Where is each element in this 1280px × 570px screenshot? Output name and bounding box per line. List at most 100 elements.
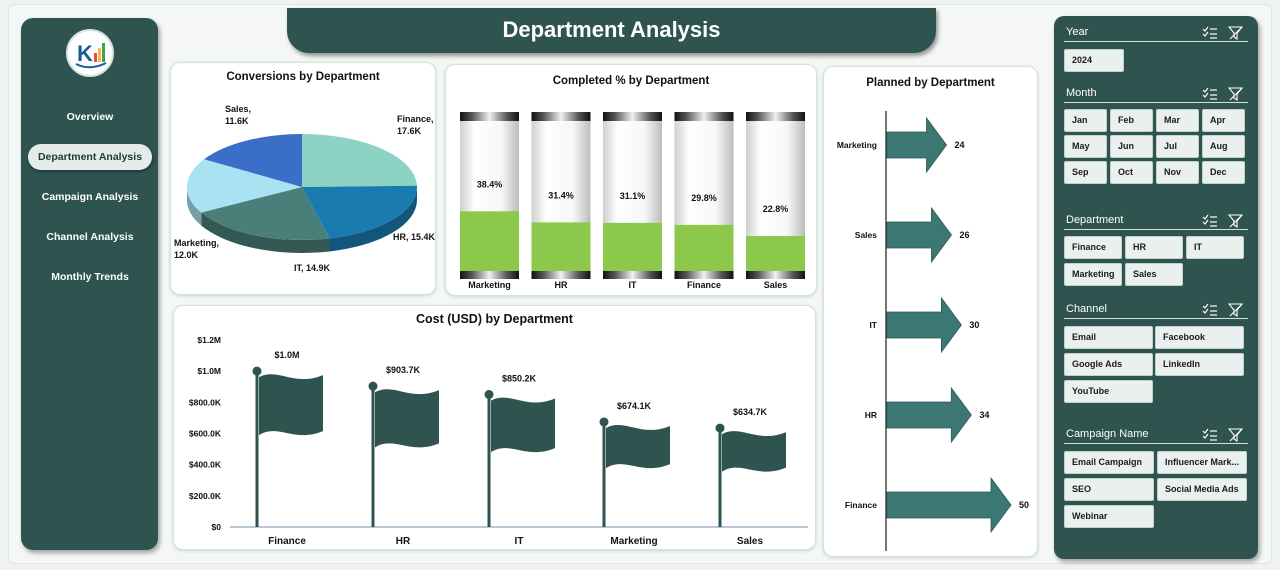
pie-label-marketing: 12.0K	[174, 250, 199, 260]
tube-value-label-it: 31.1%	[620, 191, 646, 201]
clear-filter-icon[interactable]	[1228, 428, 1244, 442]
tube-cap-top-marketing	[460, 112, 519, 121]
slicer-option-month-jan[interactable]: Jan	[1064, 109, 1107, 132]
cost-category-label-hr: HR	[396, 536, 411, 547]
slicer-option-campaign-influencer-mark-[interactable]: Influencer Mark...	[1157, 451, 1247, 474]
slicer-option-month-aug[interactable]: Aug	[1202, 135, 1245, 158]
pie-label-marketing: Marketing,	[174, 238, 219, 248]
tube-fill-marketing	[460, 211, 519, 272]
pie-slice-hr	[302, 185, 417, 239]
cost-y-tick-1: $200.0K	[189, 491, 222, 501]
cost-category-label-sales: Sales	[737, 536, 764, 547]
pie-side-it	[201, 212, 330, 253]
slicer-option-campaign-seo[interactable]: SEO	[1064, 478, 1154, 501]
cost-chart-title: Cost (USD) by Department	[416, 312, 573, 326]
slicer-option-month-nov[interactable]: Nov	[1156, 161, 1199, 184]
nav-item-monthly-trends[interactable]: Monthly Trends	[51, 271, 129, 283]
slicer-header-month: Month	[1064, 87, 1248, 103]
tube-category-label-hr: HR	[555, 280, 568, 290]
completed-tube-chart: 38.4% Marketing 31.4% HR 31.1% IT 29.8% Finance…	[460, 112, 805, 290]
cost-category-label-finance: Finance	[268, 536, 306, 547]
slicer-option-month-mar[interactable]: Mar	[1156, 109, 1199, 132]
pie-label-finance: Finance,	[397, 114, 434, 124]
cost-flag-knob-it	[484, 390, 494, 400]
slicer-header-year: Year	[1064, 26, 1248, 42]
cost-flag-knob-hr	[368, 381, 378, 391]
slicer-header-channel: Channel	[1064, 303, 1248, 319]
slicer-option-channel-linkedin[interactable]: LinkedIn	[1155, 353, 1244, 376]
multi-select-icon[interactable]	[1202, 87, 1218, 101]
slicer-option-month-may[interactable]: May	[1064, 135, 1107, 158]
slicer-option-channel-facebook[interactable]: Facebook	[1155, 326, 1244, 349]
slicer-option-department-hr[interactable]: HR	[1125, 236, 1183, 259]
planned-category-label-finance: Finance	[845, 500, 877, 510]
cost-y-tick-0: $0	[212, 522, 222, 532]
tube-value-label-hr: 31.4%	[548, 190, 574, 200]
slicer-option-campaign-email-campaign[interactable]: Email Campaign	[1064, 451, 1154, 474]
slicer-title-channel: Channel	[1066, 303, 1107, 315]
slicer-option-channel-email[interactable]: Email	[1064, 326, 1153, 349]
pie-label-finance: 17.6K	[397, 126, 422, 136]
nav-item-overview[interactable]: Overview	[66, 111, 114, 123]
title-bar: Department Analysis	[287, 8, 936, 53]
pie-label-sales: 11.6K	[225, 116, 249, 126]
slicer-option-department-marketing[interactable]: Marketing	[1064, 263, 1122, 286]
planned-value-label-it: 30	[969, 320, 979, 330]
tube-cap-bottom-hr	[531, 271, 591, 279]
pie-side-marketing	[187, 187, 202, 226]
planned-arrow-hr	[886, 386, 972, 444]
company-logo: K	[66, 29, 114, 77]
pie-slice-marketing	[187, 159, 302, 213]
slicer-option-month-feb[interactable]: Feb	[1110, 109, 1153, 132]
slicer-option-department-finance[interactable]: Finance	[1064, 236, 1122, 259]
tube-cap-top-it	[603, 112, 662, 121]
completed-chart-title: Completed % by Department	[552, 75, 710, 87]
slicer-option-year-2024[interactable]: 2024	[1064, 49, 1124, 72]
slicer-option-department-it[interactable]: IT	[1186, 236, 1244, 259]
cost-chart-card: Cost (USD) by Department $0 $200.0K $400.0…	[173, 305, 816, 550]
cost-flag-hr	[375, 389, 439, 448]
nav-item-campaign-analysis[interactable]: Campaign Analysis	[41, 191, 139, 203]
slicer-title-campaign: Campaign Name	[1066, 428, 1149, 440]
tube-cap-bottom-sales	[746, 271, 805, 279]
slicer-option-channel-google-ads[interactable]: Google Ads	[1064, 353, 1153, 376]
tube-value-label-marketing: 38.4%	[477, 179, 503, 189]
tube-cap-top-sales	[746, 112, 805, 121]
planned-arrow-sales	[886, 206, 952, 264]
planned-category-label-sales: Sales	[855, 230, 877, 240]
multi-select-icon[interactable]	[1202, 26, 1218, 40]
conversions-chart-card: Conversions by Department Finance, 17.6K H…	[170, 62, 436, 295]
clear-filter-icon[interactable]	[1228, 26, 1244, 40]
cost-y-tick-6: $1.2M	[197, 335, 221, 345]
pie-slice-finance	[302, 134, 417, 187]
slicer-title-department: Department	[1066, 214, 1124, 226]
tube-category-label-it: IT	[629, 280, 638, 290]
pie-slice-sales	[204, 134, 302, 187]
slicer-option-month-dec[interactable]: Dec	[1202, 161, 1245, 184]
clear-filter-icon[interactable]	[1228, 303, 1244, 317]
slicer-option-month-sep[interactable]: Sep	[1064, 161, 1107, 184]
slicer-option-month-apr[interactable]: Apr	[1202, 109, 1245, 132]
multi-select-icon[interactable]	[1202, 303, 1218, 317]
slicer-option-department-sales[interactable]: Sales	[1125, 263, 1183, 286]
slicer-option-month-jul[interactable]: Jul	[1156, 135, 1199, 158]
tube-fill-it	[603, 222, 662, 272]
clear-filter-icon[interactable]	[1228, 87, 1244, 101]
slicer-option-campaign-webinar[interactable]: Webinar	[1064, 505, 1154, 528]
nav-item-department-analysis[interactable]: Department Analysis	[28, 144, 152, 170]
nav-item-channel-analysis[interactable]: Channel Analysis	[46, 231, 134, 243]
multi-select-icon[interactable]	[1202, 428, 1218, 442]
slicer-option-channel-youtube[interactable]: YouTube	[1064, 380, 1153, 403]
slicer-option-month-oct[interactable]: Oct	[1110, 161, 1153, 184]
slicer-panel: Year 2024 Month Jan Feb Mar Apr May Jun Jul Aug Sep…	[1054, 16, 1258, 559]
tube-value-label-sales: 22.8%	[763, 204, 789, 214]
clear-filter-icon[interactable]	[1228, 214, 1244, 228]
slicer-option-campaign-social-media-ads[interactable]: Social Media Ads	[1157, 478, 1247, 501]
planned-category-label-hr: HR	[865, 410, 877, 420]
cost-flag-sales	[722, 431, 786, 472]
slicer-option-month-jun[interactable]: Jun	[1110, 135, 1153, 158]
tube-fill-hr	[531, 222, 591, 272]
cost-y-tick-5: $1.0M	[197, 366, 221, 376]
multi-select-icon[interactable]	[1202, 214, 1218, 228]
cost-value-label-marketing: $674.1K	[617, 401, 652, 411]
